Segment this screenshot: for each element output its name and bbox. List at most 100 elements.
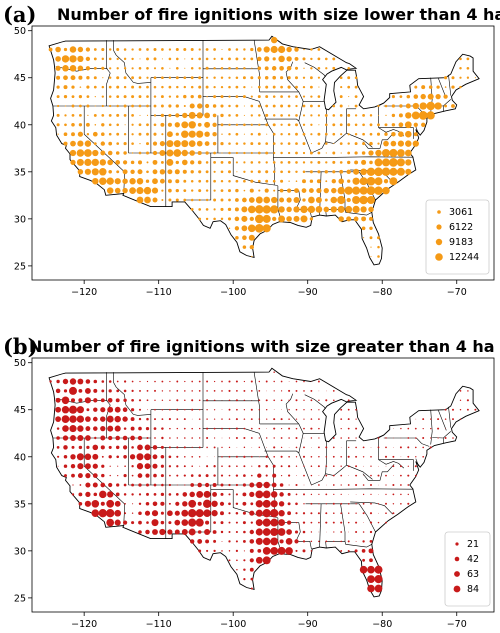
panel-b-point [213,380,216,383]
panel-b-point [69,378,77,385]
panel-a-point [369,236,373,240]
panel-a-point [234,216,240,222]
panel-b-point [270,491,278,498]
panel-a-point [250,142,254,146]
panel-b-point [160,501,165,506]
panel-a-point [123,76,127,80]
panel-b-point [146,390,149,392]
panel-b-point [228,531,231,533]
panel-a-point [56,95,60,99]
panel-b-point [303,446,305,449]
panel-b-point [61,415,70,423]
panel-a-point [243,179,246,183]
panel-a-point [213,161,216,164]
panel-b-point [115,492,120,497]
panel-b-point [288,447,290,448]
panel-a-point [302,104,306,108]
panel-a-point [412,140,419,147]
panel-a-point [123,85,127,89]
panel-b-point [288,455,290,458]
panel-a-point [451,76,455,80]
panel-b-point [69,415,77,423]
panel-b-point [340,531,343,533]
panel-a-point [309,217,314,221]
panel-b-point [146,492,149,496]
panel-b-point [106,518,115,527]
panel-b-point [370,502,372,505]
panel-b-point [146,417,149,421]
panel-b-point [250,455,253,458]
panel-b-point [154,389,156,392]
panel-a-point [287,188,292,193]
panel-a-point [376,132,381,136]
panel-a-state-border [415,126,419,135]
panel-a-point [287,132,291,136]
panel-b-point [278,519,286,527]
panel-b-point [258,380,261,383]
panel-a-ytick-label: 30 [14,214,26,225]
panel-b-point [191,427,193,430]
panel-b-point [235,521,238,524]
panel-a-point [204,141,210,146]
panel-a-point [294,66,299,70]
panel-a-point [265,113,269,117]
panel-a-point [220,123,224,127]
panel-a-point [220,142,224,146]
panel-b-point [262,509,271,518]
panel-b-point [347,399,350,402]
panel-b-point [295,437,298,439]
panel-a-point [354,142,358,146]
panel-a-legend-marker-2 [436,224,442,230]
panel-a-point [243,161,246,164]
panel-a-point [383,179,389,184]
panel-b-point [303,427,305,430]
panel-a-point [271,36,278,44]
panel-b-point [184,408,186,411]
panel-b-point [169,408,171,411]
panel-a-state-border [285,61,300,93]
panel-b-point [258,465,261,468]
panel-a-point [241,215,248,222]
panel-b-point [122,407,128,412]
panel-b-point [214,456,215,458]
panel-a-point [181,140,189,148]
panel-a-point [183,104,186,108]
panel-a-point [69,149,77,157]
panel-b-point [101,389,105,393]
panel-b-point [197,538,203,544]
panel-a-point [116,123,119,127]
panel-a-point [325,180,328,183]
panel-a-point [250,170,254,174]
panel-a-point [262,214,271,223]
panel-a-point [161,67,164,70]
panel-a-point [396,158,405,167]
panel-a-point [196,130,204,138]
panel-a-point [136,187,144,195]
panel-a-point [391,104,396,108]
panel-b-point [280,465,283,468]
panel-a-point [107,159,114,166]
panel-b-point [303,465,305,467]
panel-b-point [93,379,98,384]
panel-a-point [131,104,135,108]
panel-a-point [377,142,380,145]
panel-b-xtick-label: −120 [71,619,97,630]
panel-a-point [368,150,374,156]
panel-a-point [85,47,91,52]
panel-a-point [377,114,380,116]
panel-b-point [377,503,380,505]
panel-a-point [84,158,92,167]
panel-a-point [414,85,418,89]
panel-a-point [272,170,276,174]
panel-a-point [354,151,358,155]
panel-a-point [122,187,128,194]
panel-a-point [198,48,201,51]
panel-a-point [204,121,211,128]
panel-b-point [78,445,83,450]
panel-b-point [255,556,263,564]
panel-a-point [151,187,159,194]
panel-b-point [280,399,283,402]
panel-b-point [270,528,279,536]
panel-a-point [243,133,245,135]
panel-a-point [235,151,239,155]
